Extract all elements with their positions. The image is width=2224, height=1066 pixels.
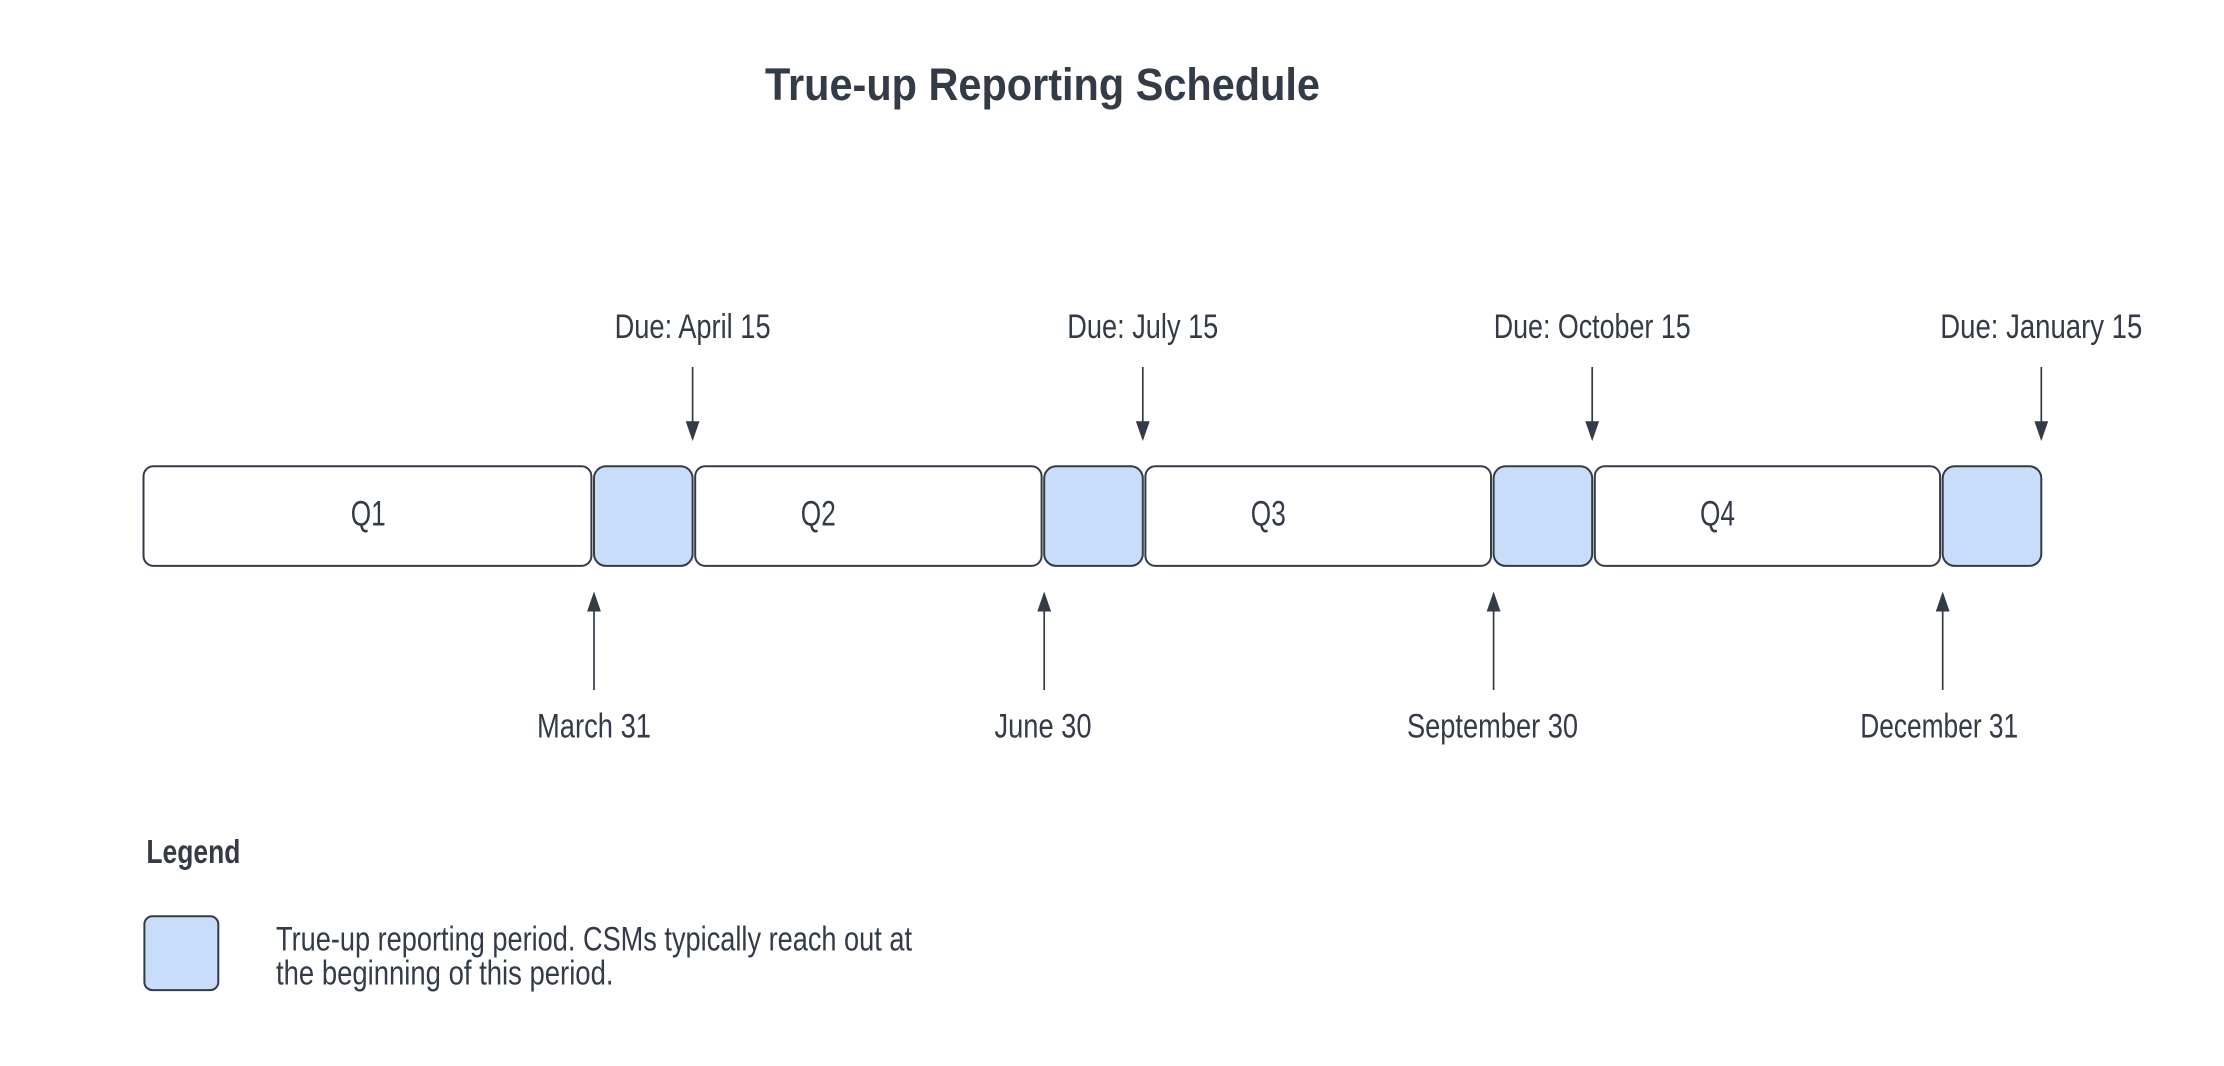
svg-text:Q4: Q4 bbox=[1700, 495, 1735, 534]
svg-text:September 30: September 30 bbox=[1407, 708, 1578, 746]
svg-text:June 30: June 30 bbox=[995, 708, 1092, 746]
svg-text:Due: April 15: Due: April 15 bbox=[615, 308, 771, 346]
svg-text:Due: October 15: Due: October 15 bbox=[1494, 308, 1691, 346]
svg-text:Due: January 15: Due: January 15 bbox=[1940, 308, 2142, 346]
svg-text:Q3: Q3 bbox=[1251, 495, 1286, 534]
svg-text:March 31: March 31 bbox=[537, 708, 651, 746]
svg-text:True-up Reporting Schedule: True-up Reporting Schedule bbox=[765, 59, 1320, 110]
svg-text:Q2: Q2 bbox=[801, 495, 836, 534]
svg-text:Legend: Legend bbox=[146, 833, 240, 870]
svg-text:Q1: Q1 bbox=[351, 495, 386, 534]
svg-text:the beginning of this period.: the beginning of this period. bbox=[276, 955, 614, 993]
svg-text:December 31: December 31 bbox=[1860, 708, 2018, 746]
svg-text:Due: July 15: Due: July 15 bbox=[1067, 308, 1218, 346]
svg-text:True-up reporting period. CSMs: True-up reporting period. CSMs typically… bbox=[276, 921, 912, 959]
